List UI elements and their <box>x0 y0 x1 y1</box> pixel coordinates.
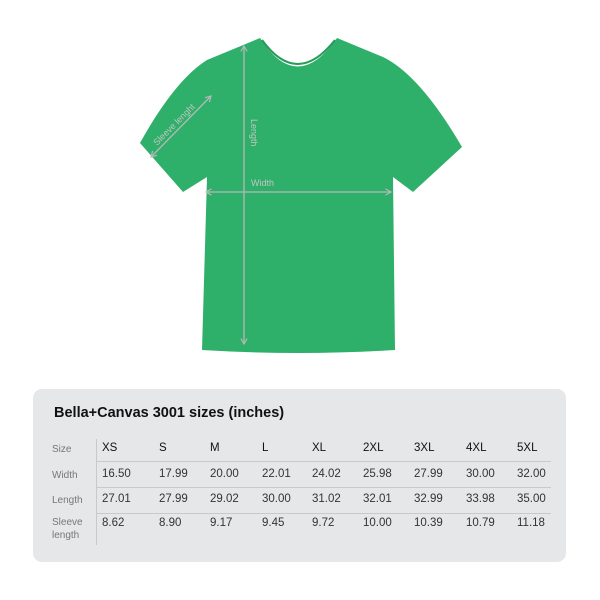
table-cell: 29.02 <box>210 493 239 505</box>
size-header-cell: L <box>262 442 269 454</box>
table-cell: 16.50 <box>102 468 131 480</box>
size-chart-title: Bella+Canvas 3001 sizes (inches) <box>54 405 285 421</box>
row-label: Length <box>52 495 83 506</box>
row-label: Sleeve length <box>52 517 83 541</box>
table-cell: 22.01 <box>262 468 291 480</box>
table-cell: 32.99 <box>414 493 443 505</box>
row-label: Size <box>52 444 72 455</box>
table-cell: 33.98 <box>466 493 495 505</box>
table-cell: 17.99 <box>159 468 188 480</box>
row-label: Width <box>52 470 78 481</box>
size-header-cell: M <box>210 442 220 454</box>
sleeve-arrow <box>150 95 212 158</box>
size-header-cell: XS <box>102 442 118 454</box>
column-divider <box>96 439 97 545</box>
size-header-cell: 4XL <box>466 442 487 454</box>
width-label: Width <box>251 178 274 188</box>
size-header-cell: S <box>159 442 167 454</box>
table-cell: 8.62 <box>102 517 125 529</box>
table-cell: 25.98 <box>363 468 392 480</box>
table-cell: 35.00 <box>517 493 546 505</box>
table-cell: 9.72 <box>312 517 335 529</box>
table-cell: 32.00 <box>517 468 546 480</box>
size-header-cell: 5XL <box>517 442 538 454</box>
tshirt-diagram: Sleeve lenght Length Width <box>140 38 462 353</box>
size-header-cell: 3XL <box>414 442 435 454</box>
table-cell: 27.99 <box>414 468 443 480</box>
table-cell: 31.02 <box>312 493 341 505</box>
row-divider <box>96 461 551 462</box>
length-label: Length <box>249 119 259 147</box>
table-cell: 30.00 <box>262 493 291 505</box>
size-header-cell: 2XL <box>363 442 384 454</box>
size-chart-panel: Bella+Canvas 3001 sizes (inches) Size XS S… <box>33 389 566 562</box>
row-divider <box>96 513 551 514</box>
table-cell: 10.79 <box>466 517 495 529</box>
size-header-cell: XL <box>312 442 327 454</box>
table-cell: 24.02 <box>312 468 341 480</box>
table-cell: 9.17 <box>210 517 233 529</box>
table-cell: 10.39 <box>414 517 443 529</box>
table-cell: 30.00 <box>466 468 495 480</box>
table-cell: 11.18 <box>517 517 545 529</box>
table-cell: 9.45 <box>262 517 285 529</box>
row-divider <box>96 487 551 488</box>
table-cell: 8.90 <box>159 517 182 529</box>
tshirt-shape <box>140 38 462 353</box>
table-cell: 20.00 <box>210 468 239 480</box>
table-cell: 27.99 <box>159 493 188 505</box>
table-cell: 27.01 <box>102 493 131 505</box>
table-cell: 10.00 <box>363 517 392 529</box>
table-cell: 32.01 <box>363 493 392 505</box>
